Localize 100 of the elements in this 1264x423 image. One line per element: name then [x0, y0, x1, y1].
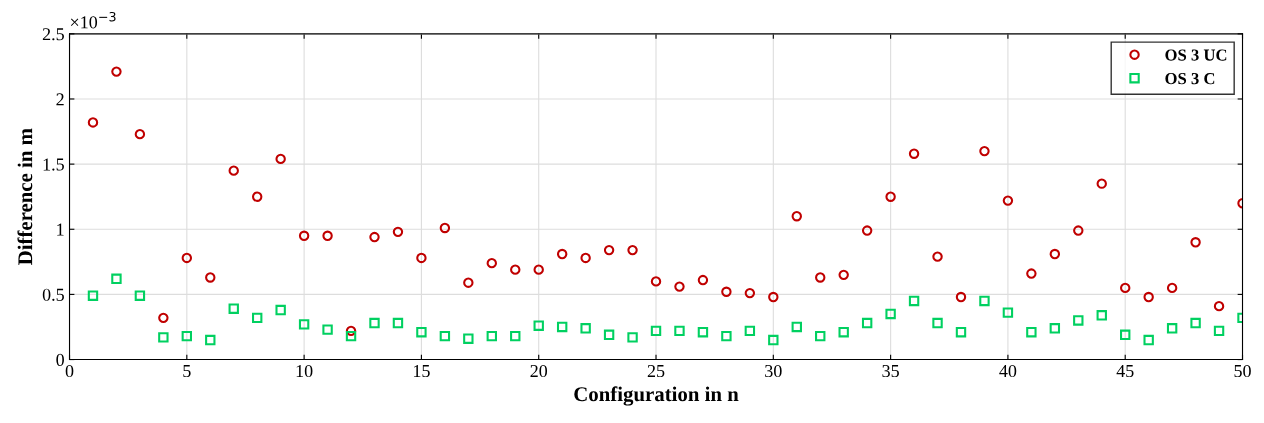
- point: [1002, 195, 1014, 206]
- point: [768, 291, 779, 303]
- point: [603, 244, 615, 256]
- point: [87, 290, 99, 301]
- x-tick-label: 50: [1234, 364, 1251, 378]
- y-tick-label: 2: [56, 93, 64, 106]
- point: [650, 325, 662, 337]
- point: [228, 303, 239, 314]
- point: [556, 321, 568, 333]
- point: [815, 330, 826, 342]
- point: [1073, 315, 1084, 326]
- y-tick-label: 1: [57, 223, 64, 236]
- x-tick-label: 10: [296, 364, 313, 378]
- point: [369, 317, 380, 329]
- point: [439, 330, 451, 342]
- point: [228, 165, 239, 176]
- point: [1213, 325, 1225, 337]
- point: [1073, 225, 1084, 236]
- point: [908, 148, 920, 159]
- point: [463, 333, 474, 344]
- point: [439, 222, 451, 234]
- point: [322, 230, 333, 241]
- point: [251, 191, 263, 202]
- point: [908, 295, 920, 307]
- point: [627, 332, 638, 343]
- point: [533, 320, 544, 331]
- point: [1143, 334, 1154, 346]
- point: [486, 257, 497, 269]
- point: [1120, 282, 1131, 294]
- point: [861, 225, 873, 236]
- x-tick-label: 45: [1116, 365, 1134, 378]
- point: [1096, 178, 1107, 189]
- point: [697, 326, 709, 338]
- point: [955, 326, 967, 338]
- point: [580, 252, 591, 264]
- point: [791, 321, 802, 333]
- point: [674, 281, 685, 292]
- point: [932, 317, 943, 329]
- x-tick-label: 0: [65, 364, 74, 378]
- point: [1143, 291, 1154, 303]
- point: [275, 153, 286, 165]
- point: [721, 286, 732, 298]
- point: [1213, 300, 1225, 312]
- point: [111, 273, 122, 284]
- point: [580, 323, 591, 334]
- point: [510, 330, 521, 342]
- point: [1166, 323, 1178, 334]
- point: [1190, 317, 1201, 329]
- x-tick-label: 40: [999, 364, 1017, 378]
- point: [815, 272, 826, 283]
- y-axis-title: Difference in m: [17, 128, 33, 265]
- point: [955, 291, 967, 303]
- x-tick-label: 30: [765, 364, 782, 378]
- point: [674, 325, 685, 337]
- point: [791, 211, 802, 222]
- point: [697, 274, 709, 286]
- point: [392, 226, 404, 238]
- point: [1026, 326, 1037, 338]
- x-tick-label: 5: [183, 365, 191, 378]
- point: [744, 287, 756, 299]
- point: [416, 326, 427, 338]
- point: [392, 317, 404, 329]
- point: [251, 312, 263, 324]
- point: [721, 330, 732, 342]
- point: [979, 295, 990, 307]
- point: [650, 276, 662, 287]
- point: [205, 272, 216, 283]
- point: [275, 304, 286, 316]
- point: [486, 330, 497, 342]
- point: [205, 334, 216, 346]
- point: [181, 330, 193, 342]
- point: [510, 264, 521, 275]
- point: [1026, 268, 1037, 279]
- x-tick-label: 15: [413, 365, 430, 378]
- point: [627, 244, 638, 256]
- point: [932, 251, 943, 262]
- y-tick-label: 0: [56, 353, 64, 366]
- point: [768, 334, 779, 346]
- point: [369, 231, 380, 243]
- point: [885, 191, 896, 202]
- legend-label: OS 3 UC: [1165, 49, 1227, 61]
- point: [603, 329, 615, 340]
- point: [111, 66, 122, 77]
- point: [533, 264, 544, 275]
- point: [1049, 323, 1061, 334]
- y-tick-label: 0.5: [42, 288, 64, 301]
- point: [556, 248, 568, 260]
- point: [885, 308, 896, 320]
- point: [345, 330, 357, 342]
- point: [838, 326, 849, 338]
- y-tick-label: 2.5: [42, 28, 64, 41]
- x-tick-label: 25: [647, 364, 665, 378]
- x-axis-title: Configuration in n: [574, 386, 739, 406]
- point: [298, 230, 310, 241]
- point: [744, 325, 756, 337]
- point: [1049, 248, 1061, 260]
- point: [1166, 282, 1178, 294]
- point: [838, 269, 849, 281]
- point: [1002, 307, 1014, 318]
- point: [345, 325, 357, 337]
